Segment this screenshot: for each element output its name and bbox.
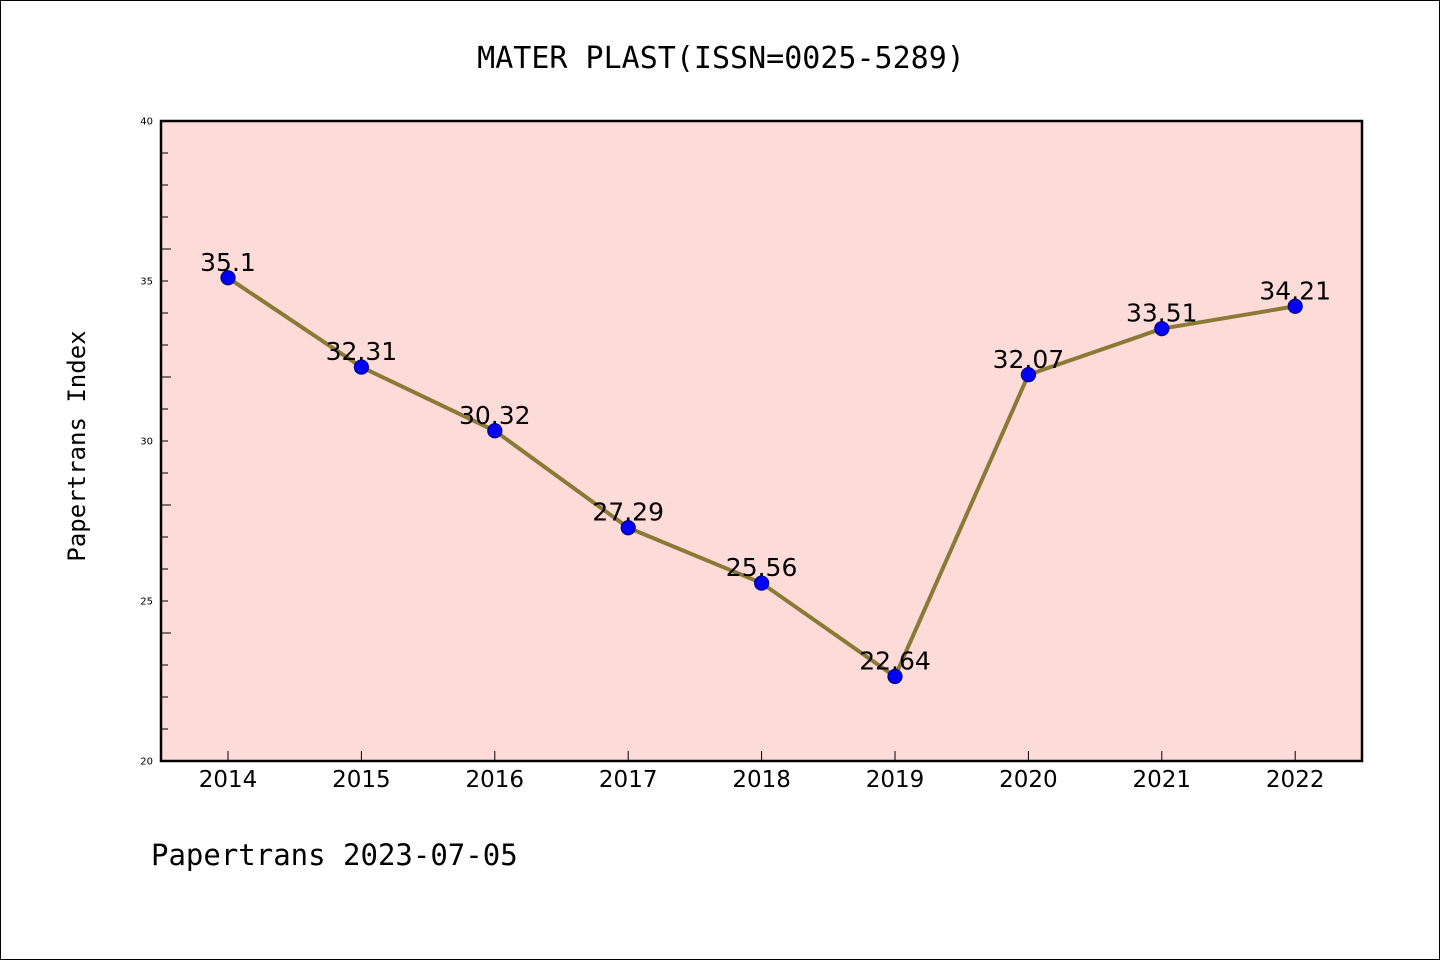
x-tick-label: 2014	[199, 767, 258, 793]
plot-area	[161, 121, 1362, 761]
data-point-marker	[220, 270, 236, 286]
series-line-group	[220, 270, 1303, 685]
data-point-marker	[1154, 321, 1170, 337]
data-point-marker	[1020, 367, 1037, 383]
data-label: 34.21	[1259, 276, 1331, 305]
x-tick-label: 2018	[732, 767, 791, 793]
plot-frame	[159, 119, 1364, 763]
y-tick-label: 40	[140, 117, 153, 128]
x-tick-label: 2016	[466, 767, 525, 793]
data-point-marker	[1287, 298, 1303, 314]
data-point-marker	[887, 668, 903, 685]
data-label: 32.07	[993, 345, 1065, 374]
x-tick-label: 2017	[599, 767, 658, 793]
y-tick-label: 20	[140, 757, 153, 768]
y-tick-label: 25	[140, 597, 153, 608]
data-label: 32.31	[326, 337, 398, 366]
data-label: 35.1	[200, 248, 256, 277]
chart-title: MATER PLAST(ISSN=0025-5289)	[477, 41, 965, 76]
x-axis: 2014 2015 2016 2017 2018 2019 2020 2021 2022	[199, 751, 1325, 793]
data-label: 25.56	[726, 553, 798, 582]
data-point-marker	[620, 520, 636, 536]
data-labels: 35.1 32.31 30.32 27.29 25.56 22.64 32.07 33.51 3…	[200, 248, 1331, 676]
data-label: 30.32	[459, 401, 531, 430]
y-tick-label: 35	[140, 277, 153, 288]
y-axis-label: Papertrans Index	[63, 330, 91, 561]
data-label: 27.29	[592, 498, 664, 527]
x-tick-label: 2015	[332, 767, 391, 793]
x-tick-label: 2020	[999, 767, 1058, 793]
data-label: 33.51	[1126, 299, 1198, 328]
footer-date-label: Papertrans 2023-07-05	[151, 838, 518, 872]
x-tick-label: 2022	[1266, 767, 1325, 793]
data-point-marker	[753, 575, 770, 591]
x-tick-label: 2019	[866, 767, 925, 793]
data-point-marker	[353, 359, 369, 375]
data-label: 22.64	[859, 647, 931, 676]
y-tick-label: 30	[140, 437, 153, 448]
x-tick-label: 2021	[1133, 767, 1192, 793]
data-point-marker	[487, 423, 503, 439]
